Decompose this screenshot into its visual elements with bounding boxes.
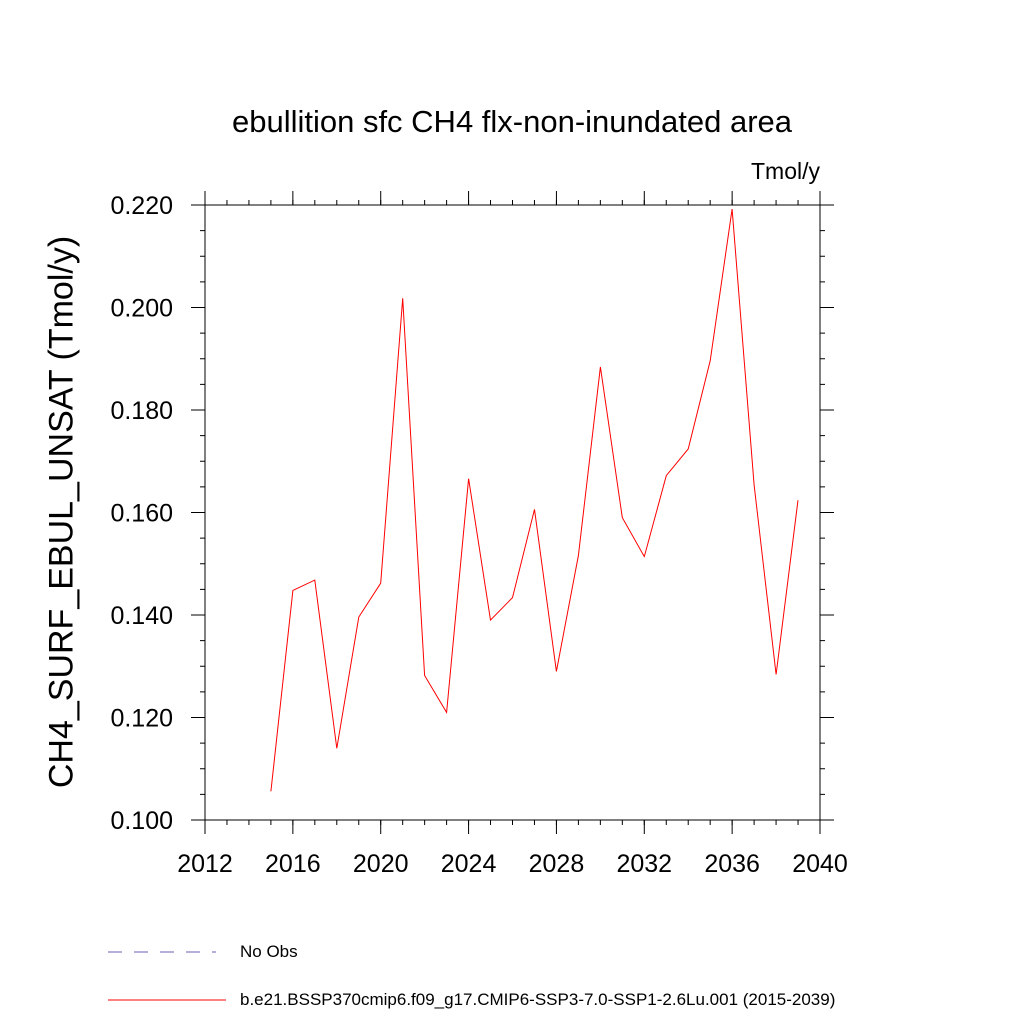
y-tick-label: 0.220: [110, 192, 173, 220]
x-tick-label: 2040: [792, 850, 848, 878]
legend-label: b.e21.BSSP370cmip6.f09_g17.CMIP6-SSP3-7.…: [240, 990, 836, 1009]
y-tick-label: 0.180: [110, 397, 173, 425]
units-label: Tmol/y: [751, 158, 820, 184]
y-tick-label: 0.140: [110, 602, 173, 630]
x-tick-label: 2020: [353, 850, 409, 878]
x-tick-label: 2012: [177, 850, 233, 878]
y-tick-label: 0.200: [110, 295, 173, 323]
y-tick-label: 0.120: [110, 705, 173, 733]
plot-frame: [204, 204, 821, 821]
x-tick-label: 2024: [441, 850, 497, 878]
legend-label: No Obs: [240, 942, 298, 961]
series-line: [270, 209, 799, 792]
legend-swatch-dashed: [108, 951, 216, 953]
x-tick-label: 2028: [529, 850, 585, 878]
legend-swatch-solid: [108, 999, 226, 1001]
y-tick-label: 0.160: [110, 500, 173, 528]
chart-title: ebullition sfc CH4 flx-non-inundated are…: [231, 104, 793, 139]
x-tick-label: 2036: [704, 850, 760, 878]
y-tick-label: 0.100: [110, 807, 173, 835]
x-tick-label: 2016: [265, 850, 321, 878]
x-tick-label: 2032: [616, 850, 672, 878]
